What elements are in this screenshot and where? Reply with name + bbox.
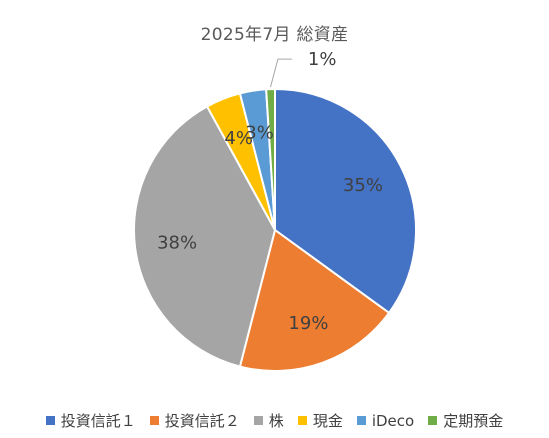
chart-title: 2025年7月 総資産 xyxy=(200,25,349,45)
pie-slices xyxy=(133,87,417,372)
legend-swatch-6 xyxy=(428,416,438,425)
legend-item-1: 投資信託１ xyxy=(45,410,136,431)
legend-label-5: iDeco xyxy=(371,411,415,430)
legend-item-6: 定期預金 xyxy=(428,410,503,431)
pie-slice-2 xyxy=(238,228,391,372)
data-label-4: 4% xyxy=(224,128,253,149)
data-label-2: 19% xyxy=(288,313,328,334)
legend-swatch-5 xyxy=(356,416,366,425)
legend-swatch-4 xyxy=(297,416,307,425)
legend-item-2: 投資信託２ xyxy=(149,410,240,431)
legend-item-3: 株 xyxy=(253,410,284,431)
legend-label-2: 投資信託２ xyxy=(164,412,240,430)
legend-label-1: 投資信託１ xyxy=(60,412,136,430)
legend-label-4: 現金 xyxy=(312,412,343,430)
legend-item-4: 現金 xyxy=(297,410,343,431)
legend: 投資信託１ 投資信託２ 株 現金 iDeco 定期預金 xyxy=(0,410,549,431)
legend-label-3: 株 xyxy=(268,412,284,430)
leader-line-6 xyxy=(270,58,292,88)
pie-slice-3 xyxy=(133,105,277,368)
data-label-6: 1% xyxy=(308,49,337,70)
data-labels: 35% 19% 38% 4%3% 1% xyxy=(157,49,383,334)
legend-label-6: 定期預金 xyxy=(443,412,504,430)
leader-lines xyxy=(270,58,292,88)
pie-slice-1 xyxy=(274,87,417,315)
legend-swatch-1 xyxy=(45,416,55,425)
legend-swatch-2 xyxy=(149,416,159,425)
data-label-3: 38% xyxy=(157,232,197,253)
data-label-5: 3% xyxy=(245,123,274,144)
data-label-1: 35% xyxy=(343,175,383,196)
legend-swatch-3 xyxy=(253,416,263,425)
pie-slice-6 xyxy=(265,87,276,231)
legend-item-5: iDeco xyxy=(356,411,415,430)
